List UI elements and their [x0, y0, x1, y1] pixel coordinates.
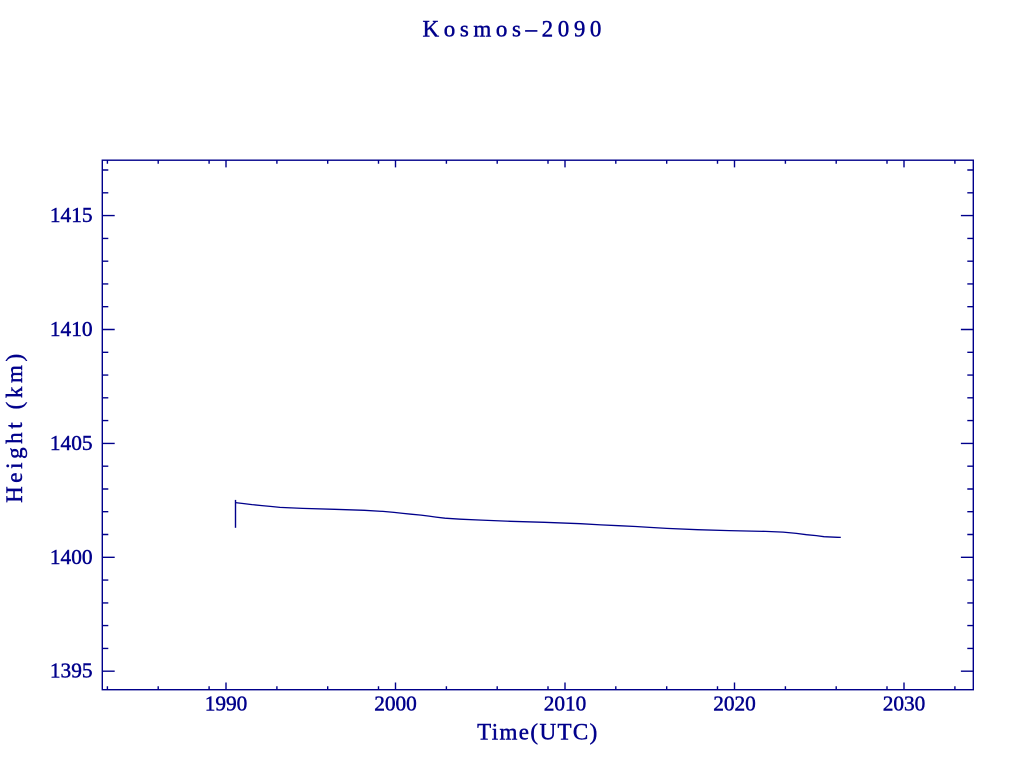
svg-text:1400: 1400	[50, 545, 93, 569]
svg-text:1415: 1415	[50, 203, 93, 227]
svg-text:2010: 2010	[544, 692, 587, 716]
svg-text:2000: 2000	[374, 692, 417, 716]
svg-text:Kosmos–2090: Kosmos–2090	[423, 17, 607, 42]
svg-text:Time(UTC): Time(UTC)	[477, 720, 599, 745]
svg-text:2020: 2020	[713, 692, 756, 716]
svg-text:Height (km): Height (km)	[2, 350, 27, 503]
svg-text:2030: 2030	[883, 692, 926, 716]
svg-text:1405: 1405	[50, 431, 93, 455]
svg-text:1410: 1410	[50, 317, 93, 341]
svg-text:1395: 1395	[50, 659, 93, 683]
svg-text:1990: 1990	[205, 692, 248, 716]
